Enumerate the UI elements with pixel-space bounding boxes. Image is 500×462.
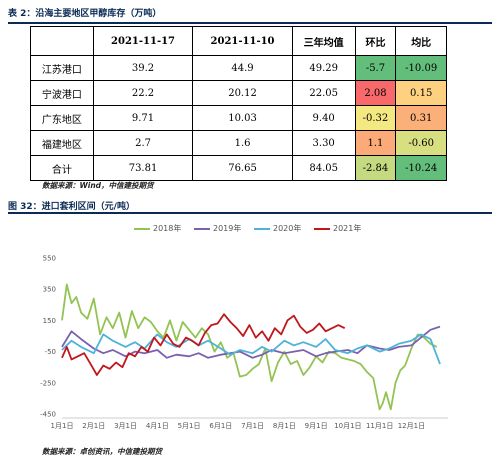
region-cell: 宁波港口 bbox=[30, 80, 94, 106]
vs-avg-cell: -10.09 bbox=[395, 55, 447, 81]
legend-item: 2018年 bbox=[134, 223, 181, 234]
y-tick-label: 150 bbox=[43, 317, 56, 325]
x-tick-label: 1月1日 bbox=[51, 422, 74, 430]
inventory-table: 2021-11-17 2021-11-10 三年均值 环比 均比 江苏港口 39… bbox=[30, 26, 447, 181]
legend-label: 2019年 bbox=[213, 224, 242, 233]
series-line-2020年 bbox=[61, 333, 441, 365]
value-cell: 22.2 bbox=[92, 80, 194, 106]
mom-cell: -5.7 bbox=[354, 55, 397, 81]
arbitrage-chart: 550 350 150 -50 -250 -450 1月1日 2月1日 3月1日 4月1日 5月1日… bbox=[30, 220, 470, 442]
legend-label: 2020年 bbox=[273, 224, 302, 233]
table-row: 宁波港口 22.2 20.12 22.05 2.08 0.15 bbox=[30, 80, 447, 106]
y-tick-label: 550 bbox=[43, 255, 56, 263]
mom-cell: -2.84 bbox=[354, 155, 397, 181]
value-cell: 3.30 bbox=[291, 130, 356, 156]
header-cell bbox=[30, 26, 94, 56]
value-cell: 44.9 bbox=[192, 55, 293, 81]
table-source-note: 数据来源：Wind，中信建投期货 bbox=[42, 181, 154, 190]
table-caption: 表 2：沿海主要地区甲醇库存（万吨） bbox=[8, 9, 162, 19]
series-line-2018年 bbox=[61, 283, 438, 411]
header-cell: 三年均值 bbox=[291, 26, 356, 56]
value-cell: 9.71 bbox=[92, 105, 194, 131]
value-cell: 9.40 bbox=[291, 105, 356, 131]
y-tick-label: -450 bbox=[40, 411, 56, 419]
region-cell: 广东地区 bbox=[30, 105, 94, 131]
table-row: 福建地区 2.7 1.6 3.30 1.1 -0.60 bbox=[30, 130, 447, 156]
series-line-2021年 bbox=[61, 313, 346, 376]
legend-swatch bbox=[254, 227, 270, 230]
table-row: 广东地区 9.71 10.03 9.40 -0.32 0.31 bbox=[30, 105, 447, 131]
legend-item: 2021年 bbox=[314, 223, 361, 234]
x-tick-label: 8月1日 bbox=[273, 422, 296, 430]
vs-avg-cell: 0.15 bbox=[395, 80, 447, 106]
x-tick-label: 12月1日 bbox=[398, 422, 425, 430]
header-cell: 2021-11-10 bbox=[192, 26, 293, 56]
table-header-row: 2021-11-17 2021-11-10 三年均值 环比 均比 bbox=[30, 26, 447, 56]
chart-canvas: 550 350 150 -50 -250 -450 1月1日 2月1日 3月1日 4月1日 5月1日… bbox=[40, 255, 448, 430]
legend-swatch bbox=[134, 227, 150, 230]
header-cell: 2021-11-17 bbox=[92, 26, 194, 56]
value-cell: 39.2 bbox=[92, 55, 194, 81]
vs-avg-cell: 0.31 bbox=[395, 105, 447, 131]
value-cell: 22.05 bbox=[291, 80, 356, 106]
y-tick-label: 350 bbox=[43, 286, 56, 294]
header-cell: 均比 bbox=[395, 26, 447, 56]
x-tick-label: 7月1日 bbox=[241, 422, 264, 430]
value-cell: 49.29 bbox=[291, 55, 356, 81]
chart-caption: 图 32：进口套利区间（元/吨） bbox=[8, 202, 135, 212]
table-row: 江苏港口 39.2 44.9 49.29 -5.7 -10.09 bbox=[30, 55, 447, 81]
x-tick-label: 11月1日 bbox=[366, 422, 393, 430]
region-cell: 江苏港口 bbox=[30, 55, 94, 81]
value-cell: 10.03 bbox=[192, 105, 293, 131]
chart-source-note: 数据来源：卓创资讯，中信建投期货 bbox=[42, 447, 162, 456]
x-tick-label: 5月1日 bbox=[178, 422, 201, 430]
legend-label: 2021年 bbox=[333, 224, 362, 233]
chart-legend: 2018年 2019年 2020年 2021年 bbox=[30, 223, 470, 237]
value-cell: 73.81 bbox=[92, 155, 194, 181]
value-cell: 84.05 bbox=[291, 155, 356, 181]
x-tick-label: 10月1日 bbox=[334, 422, 361, 430]
table-row: 合计 73.81 76.65 84.05 -2.84 -10.24 bbox=[30, 155, 447, 181]
x-tick-label: 2月1日 bbox=[82, 422, 105, 430]
value-cell: 76.65 bbox=[192, 155, 293, 181]
header-cell: 环比 bbox=[354, 26, 397, 56]
vs-avg-cell: -0.60 bbox=[395, 130, 447, 156]
chart-caption-rule bbox=[8, 212, 492, 214]
y-tick-label: -250 bbox=[40, 379, 56, 387]
table-caption-rule bbox=[8, 22, 492, 24]
x-tick-label: 4月1日 bbox=[146, 422, 169, 430]
legend-swatch bbox=[194, 227, 210, 230]
x-tick-label: 9月1日 bbox=[305, 422, 328, 430]
mom-cell: 1.1 bbox=[354, 130, 397, 156]
x-tick-label: 6月1日 bbox=[209, 422, 232, 430]
value-cell: 2.7 bbox=[92, 130, 194, 156]
region-cell: 福建地区 bbox=[30, 130, 94, 156]
series-line-2019年 bbox=[61, 325, 441, 359]
legend-item: 2020年 bbox=[254, 223, 301, 234]
y-tick-label: -50 bbox=[45, 348, 56, 356]
legend-swatch bbox=[314, 227, 330, 230]
mom-cell: 2.08 bbox=[354, 80, 397, 106]
mom-cell: -0.32 bbox=[354, 105, 397, 131]
value-cell: 1.6 bbox=[192, 130, 293, 156]
vs-avg-cell: -10.24 bbox=[395, 155, 447, 181]
value-cell: 20.12 bbox=[192, 80, 293, 106]
legend-label: 2018年 bbox=[153, 224, 182, 233]
x-tick-label: 3月1日 bbox=[114, 422, 137, 430]
region-cell: 合计 bbox=[30, 155, 94, 181]
legend-item: 2019年 bbox=[194, 223, 241, 234]
